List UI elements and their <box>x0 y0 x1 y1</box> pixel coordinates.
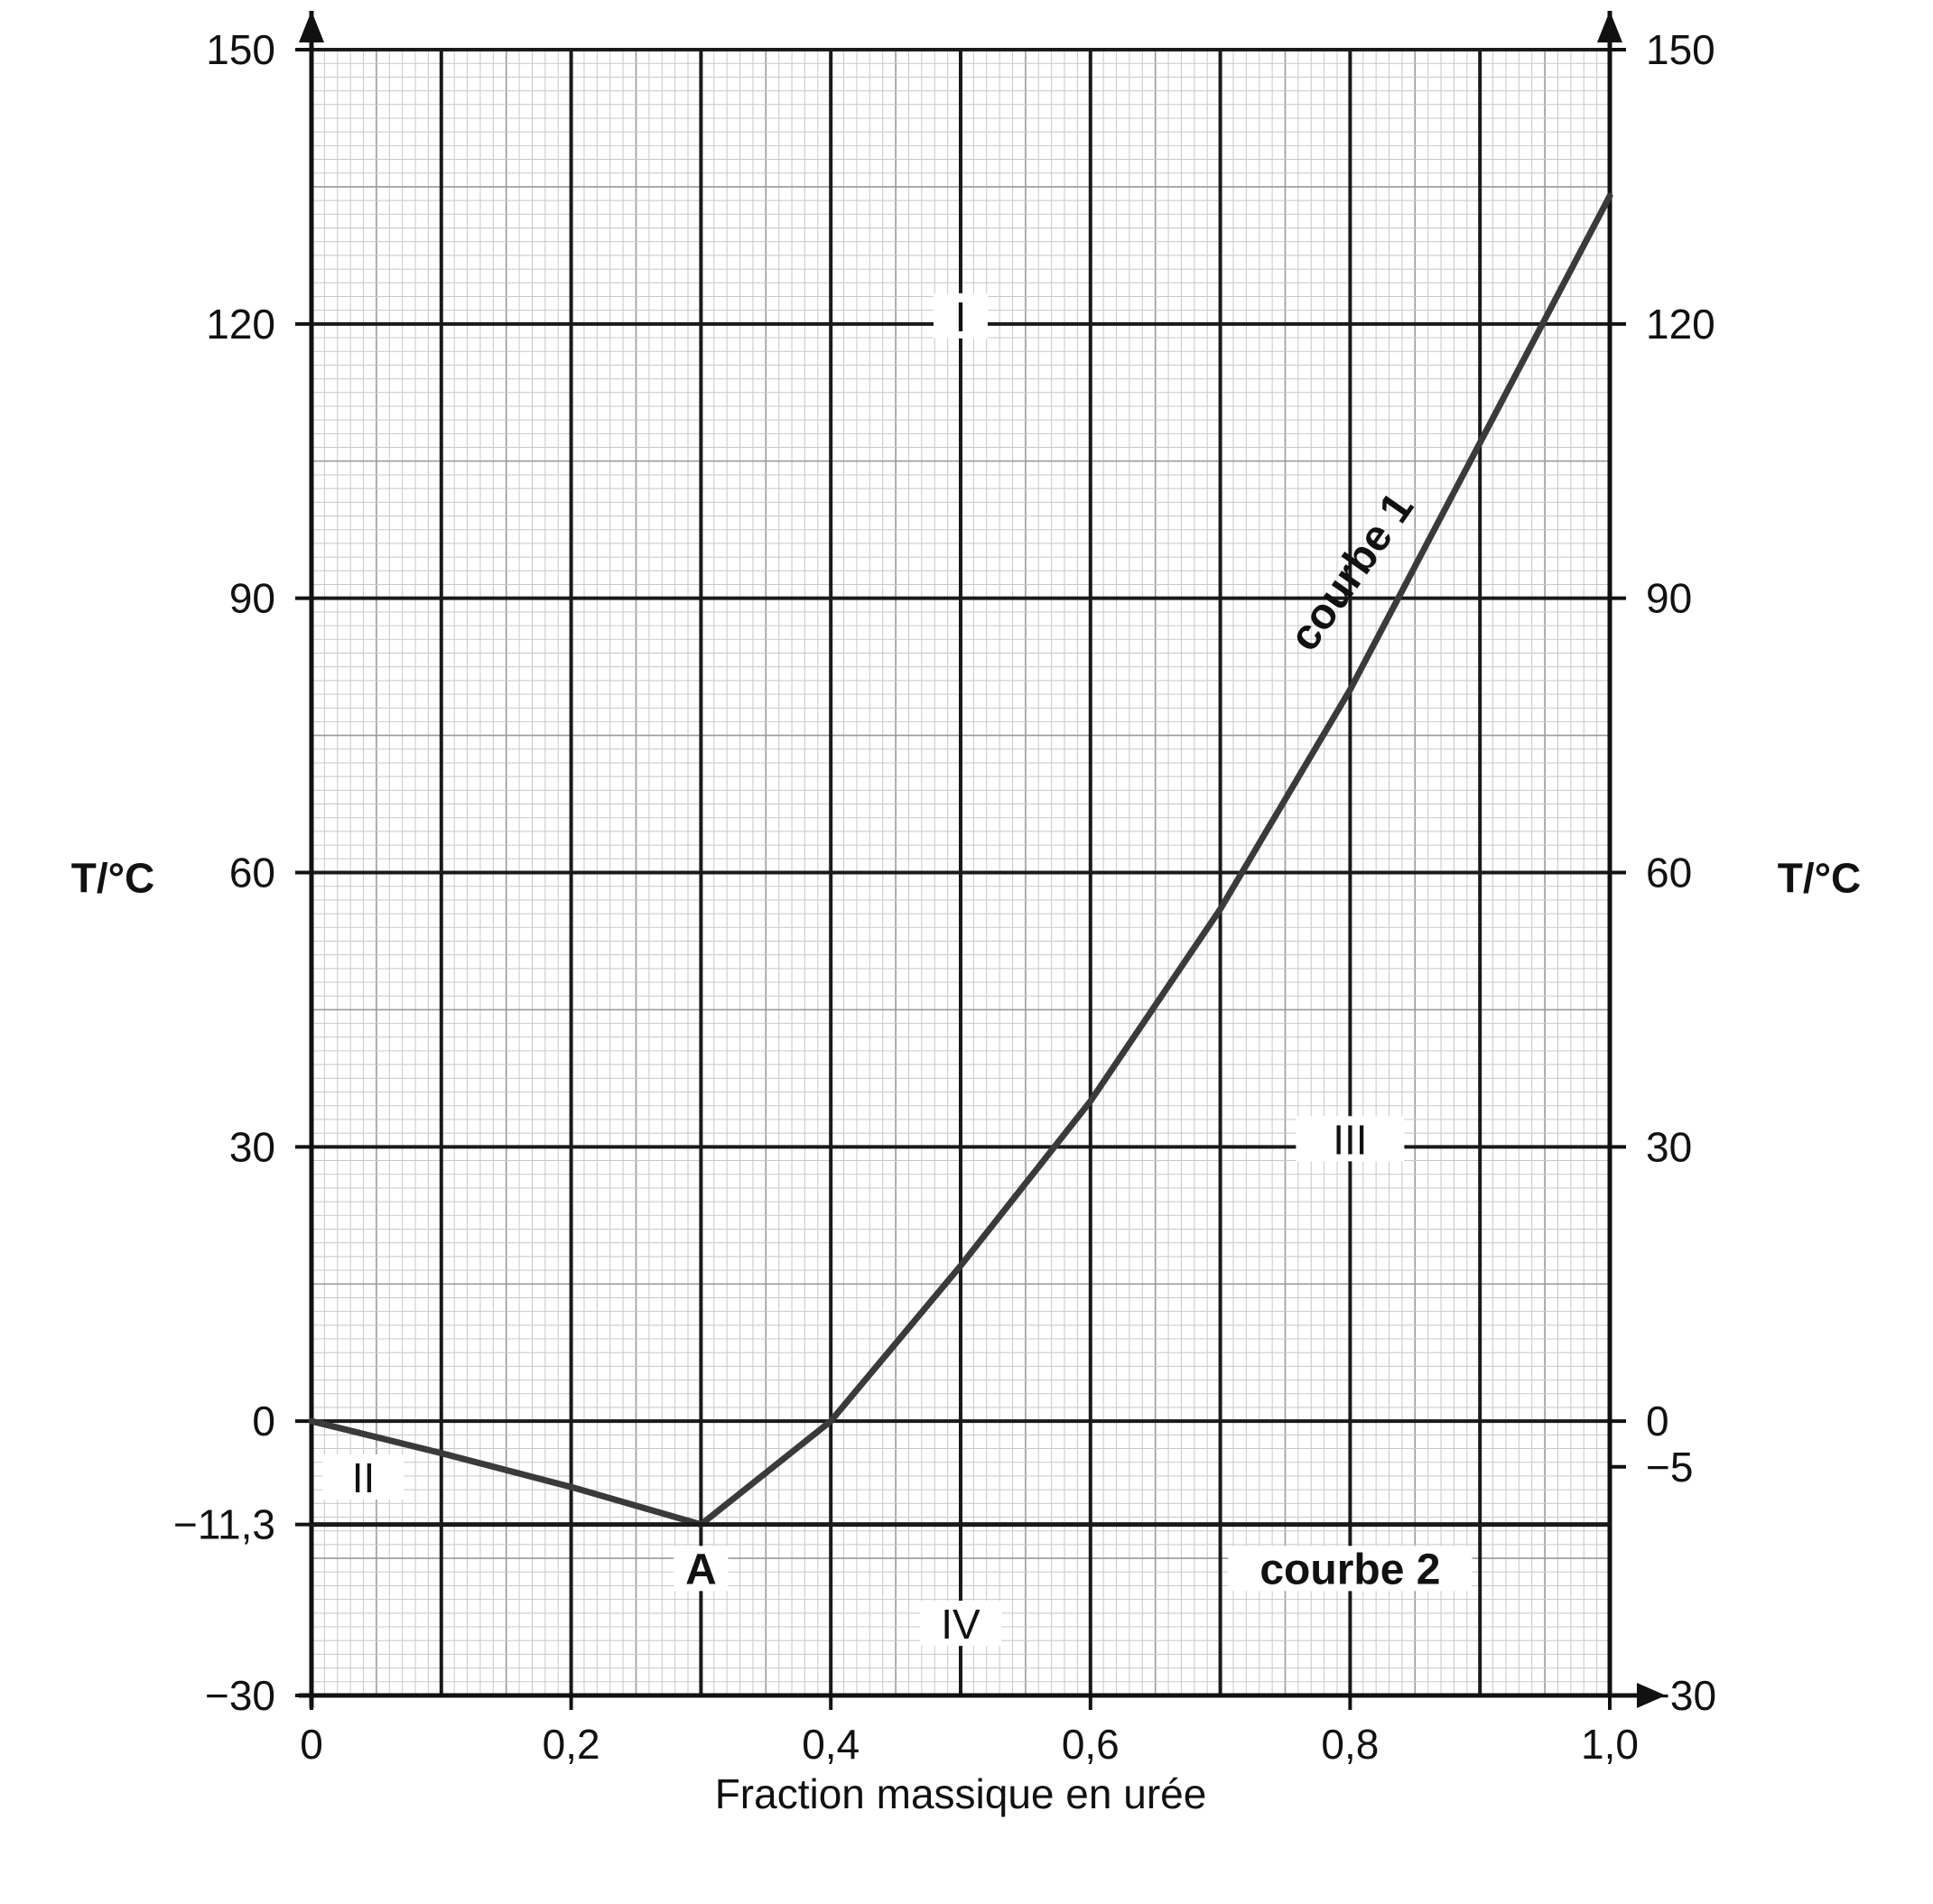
x-tick-label: 0,8 <box>1321 1721 1379 1768</box>
x-axis-arrow-icon <box>1637 1683 1666 1708</box>
axes <box>295 11 1666 1710</box>
right-y-tick-label: 120 <box>1646 301 1715 348</box>
annotation-background <box>674 1546 729 1592</box>
right-y-tick-label: 60 <box>1646 850 1692 896</box>
x-tick-label: 0 <box>300 1721 323 1768</box>
left-y-tick-label: 150 <box>206 26 275 73</box>
left-y-tick-label: −30 <box>205 1672 275 1719</box>
right-y-tick-label: −5 <box>1646 1444 1693 1491</box>
annotation-background <box>322 1454 404 1500</box>
x-tick-label: 0,2 <box>543 1721 600 1768</box>
series-courbe-1-line <box>308 192 1613 1528</box>
x-tick-label: 0,6 <box>1062 1721 1120 1768</box>
left-y-tick-label: −11,3 <box>173 1501 275 1548</box>
left-y-tick-label: 90 <box>229 575 275 622</box>
y-axis-title-left: T/°C <box>71 855 155 902</box>
left-y-tick-label: 120 <box>206 301 275 348</box>
annotation-iii: III <box>1333 1116 1367 1163</box>
right-y-tick-label: 30 <box>1646 1123 1692 1170</box>
left-y-tick-label: 30 <box>229 1123 275 1170</box>
tick-labels: 0 0,2 0,4 0,6 0,8 1,0 150 120 90 60 30 0 −11,3 −30 150… <box>173 26 1716 1768</box>
series-layer <box>308 192 1613 1528</box>
annotation-iv: IV <box>941 1601 980 1648</box>
annotation-background <box>920 1601 1001 1647</box>
x-tick-label: 0,4 <box>802 1721 860 1768</box>
x-tick-label: 1,0 <box>1581 1721 1639 1768</box>
x-axis-title: Fraction massique en urée <box>715 1770 1207 1817</box>
annotation-a: A <box>685 1546 717 1593</box>
y-axis-title-right: T/°C <box>1778 855 1862 902</box>
annotation-courbe-2: courbe 2 <box>1259 1546 1440 1593</box>
annotation-ii: II <box>352 1454 376 1501</box>
annotation-background <box>1228 1546 1473 1592</box>
annotation-background <box>1296 1116 1405 1162</box>
right-axis-arrow-icon <box>1597 11 1622 42</box>
right-y-tick-label: 90 <box>1646 575 1692 622</box>
right-y-tick-label: 0 <box>1646 1398 1669 1444</box>
annotation-i: I <box>955 293 967 340</box>
left-y-tick-label: 0 <box>252 1398 275 1444</box>
right-y-tick-label: 150 <box>1646 26 1715 73</box>
left-y-tick-label: 60 <box>229 850 275 896</box>
left-axis-arrow-icon <box>299 11 324 42</box>
right-y-tick-label: −30 <box>1646 1672 1716 1719</box>
annotation-background <box>934 293 988 339</box>
